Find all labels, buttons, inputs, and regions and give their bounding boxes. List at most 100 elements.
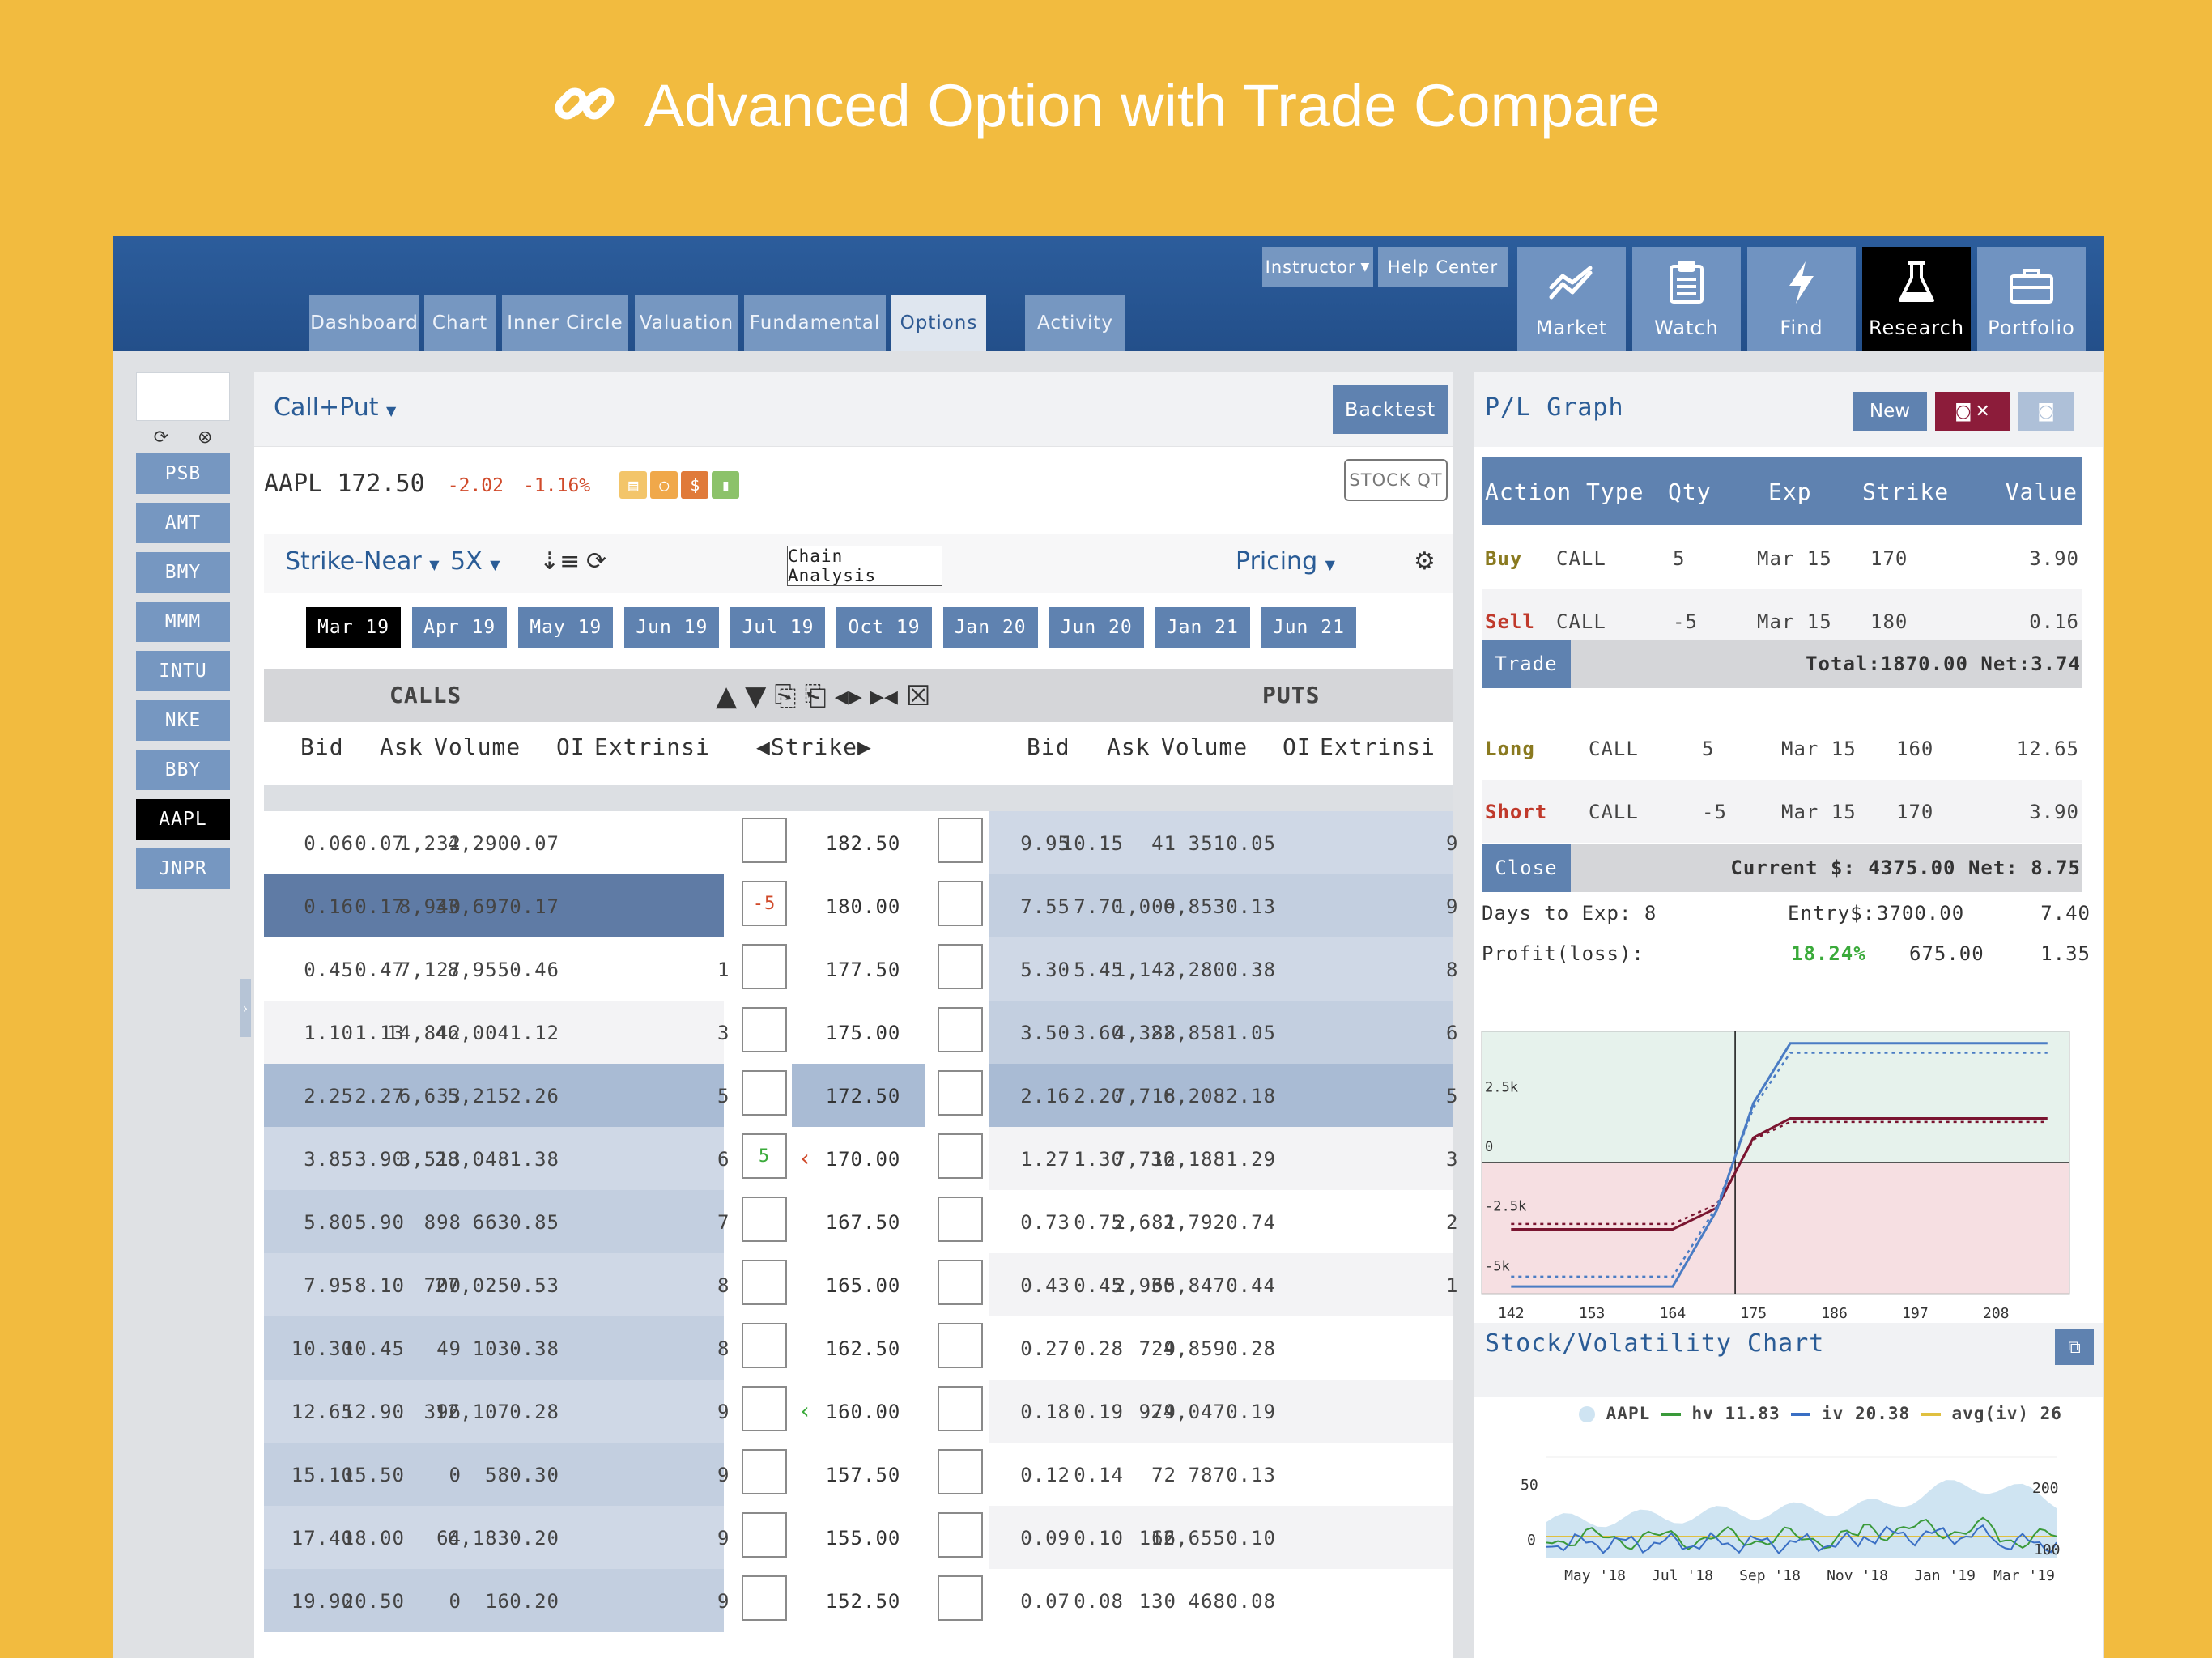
- put-select-checkbox[interactable]: [938, 1197, 983, 1242]
- call-extrinsic-header[interactable]: Extrinsi: [594, 733, 710, 760]
- put-volume[interactable]: 1,143: [1113, 959, 1176, 981]
- call-ask[interactable]: 0.17: [355, 895, 405, 918]
- put-select-checkbox[interactable]: [938, 1007, 983, 1052]
- put-oi[interactable]: 24,047: [1151, 1401, 1226, 1423]
- bar-chart-icon[interactable]: ▮: [712, 470, 740, 499]
- call-extrinsic[interactable]: 2.26: [509, 1085, 559, 1107]
- call-volume-header[interactable]: Volume: [434, 733, 521, 760]
- expiration-tab[interactable]: Jun 20: [1049, 607, 1144, 648]
- close-circle-icon[interactable]: ⊗: [198, 427, 213, 448]
- put-volume[interactable]: 41: [1151, 832, 1176, 855]
- put-volume[interactable]: 166: [1138, 1527, 1176, 1550]
- option-row[interactable]: 10.30 10.45 49 103 0.38 8 0.27 0.28 729 4,859 0.28…: [264, 1316, 1453, 1380]
- refresh-icon[interactable]: ⟳: [153, 427, 168, 448]
- put-ask[interactable]: 5.45: [1074, 959, 1124, 981]
- put-bid[interactable]: 0.09: [1020, 1527, 1070, 1550]
- put-ask[interactable]: 3.60: [1074, 1022, 1124, 1044]
- put-oi[interactable]: 36,188: [1151, 1148, 1226, 1171]
- call-extrinsic[interactable]: 1.12: [509, 1022, 559, 1044]
- put-ask[interactable]: 0.19: [1074, 1401, 1124, 1423]
- new-trade-button[interactable]: New: [1853, 392, 1927, 431]
- put-volume[interactable]: 7,712: [1113, 1148, 1176, 1171]
- put-extrinsic[interactable]: 0.28: [1226, 1337, 1276, 1360]
- expiration-tab[interactable]: May 19: [518, 607, 614, 648]
- call-ask[interactable]: 0.07: [355, 832, 405, 855]
- call-ask[interactable]: 18.00: [342, 1527, 405, 1550]
- put-ask[interactable]: 0.28: [1074, 1337, 1124, 1360]
- symbol-intu[interactable]: INTU: [136, 651, 230, 691]
- call-ask[interactable]: 8.10: [355, 1274, 405, 1297]
- put-ask[interactable]: 0.75: [1074, 1211, 1124, 1234]
- call-ask[interactable]: 12.90: [342, 1401, 405, 1423]
- call-select-checkbox[interactable]: [742, 1386, 787, 1431]
- put-bid[interactable]: 0.43: [1020, 1274, 1070, 1297]
- call-extrinsic[interactable]: 0.20: [509, 1590, 559, 1613]
- clear-snapshot-button[interactable]: ◙ ✕: [1935, 392, 2010, 431]
- call-bid[interactable]: 1.10: [304, 1022, 354, 1044]
- put-extrinsic[interactable]: 0.19: [1226, 1401, 1276, 1423]
- put-volume[interactable]: 979: [1138, 1401, 1176, 1423]
- put-oi[interactable]: 4,859: [1163, 1337, 1226, 1360]
- put-oi[interactable]: 6,853: [1163, 895, 1226, 918]
- chart-icon[interactable]: ▤: [619, 470, 648, 499]
- pl-leg-row[interactable]: Short CALL -5 Mar 15 170 3.90: [1482, 780, 2082, 843]
- call-volume[interactable]: 14,842: [386, 1022, 462, 1044]
- put-oi[interactable]: 2,792: [1163, 1211, 1226, 1234]
- call-volume[interactable]: 64: [436, 1527, 462, 1550]
- pricing-dropdown[interactable]: Pricing ▼: [1236, 547, 1335, 576]
- call-volume[interactable]: 7,127: [398, 959, 462, 981]
- put-volume[interactable]: 729: [1138, 1337, 1176, 1360]
- put-oi[interactable]: 30,847: [1151, 1274, 1226, 1297]
- expiration-tab[interactable]: Jun 19: [624, 607, 720, 648]
- call-oi[interactable]: 663: [472, 1211, 510, 1234]
- multiplier-dropdown[interactable]: 5X ▼: [450, 547, 500, 576]
- call-volume[interactable]: 8,940: [398, 895, 462, 918]
- put-volume[interactable]: 7,718: [1113, 1085, 1176, 1107]
- close-box-icon[interactable]: ☒: [906, 680, 931, 712]
- strike-header[interactable]: ◀Strike▶: [756, 733, 872, 760]
- put-ask[interactable]: 2.20: [1074, 1085, 1124, 1107]
- put-bid[interactable]: 9.95: [1020, 832, 1070, 855]
- put-extrinsic[interactable]: 0.10: [1226, 1527, 1276, 1550]
- call-oi-header[interactable]: OI: [556, 733, 585, 760]
- put-ask[interactable]: 0.45: [1074, 1274, 1124, 1297]
- put-bid[interactable]: 0.18: [1020, 1401, 1070, 1423]
- call-volume[interactable]: 3,513: [398, 1148, 462, 1171]
- put-oi[interactable]: 351: [1188, 832, 1226, 855]
- call-volume[interactable]: 700: [423, 1274, 462, 1297]
- put-oi[interactable]: 468: [1188, 1590, 1226, 1613]
- put-ask[interactable]: 1.30: [1074, 1148, 1124, 1171]
- put-select-checkbox[interactable]: [938, 1512, 983, 1558]
- call-select-checkbox[interactable]: [742, 1070, 787, 1116]
- sort-icon[interactable]: ⇣≡: [539, 547, 581, 576]
- call-extrinsic[interactable]: 0.07: [509, 832, 559, 855]
- put-bid[interactable]: 0.12: [1020, 1464, 1070, 1486]
- put-extrinsic[interactable]: 0.74: [1226, 1211, 1276, 1234]
- call-oi[interactable]: 58: [485, 1464, 510, 1486]
- call-volume[interactable]: 0: [449, 1464, 462, 1486]
- put-extrinsic[interactable]: 0.13: [1226, 1464, 1276, 1486]
- symbol-bby[interactable]: BBY: [136, 750, 230, 790]
- call-select-checkbox[interactable]: [742, 1323, 787, 1368]
- call-select-checkbox[interactable]: [742, 818, 787, 863]
- expiration-tab[interactable]: Oct 19: [836, 607, 932, 648]
- tab-dashboard[interactable]: Dashboard: [309, 295, 419, 351]
- nav-portfolio[interactable]: Portfolio: [1977, 247, 2086, 351]
- call-volume[interactable]: 6,633: [398, 1085, 462, 1107]
- call-oi[interactable]: 12,107: [435, 1401, 510, 1423]
- call-select-checkbox[interactable]: [742, 1449, 787, 1494]
- option-row[interactable]: 5.80 5.90 898 663 0.85 7 0.73 0.75 2,681 2,792 0.7…: [264, 1190, 1457, 1253]
- put-select-checkbox[interactable]: [938, 1575, 983, 1621]
- expiration-tab[interactable]: Apr 19: [412, 607, 508, 648]
- tab-activity[interactable]: Activity: [1025, 295, 1125, 351]
- put-volume[interactable]: 1,009: [1113, 895, 1176, 918]
- tab-fundamental[interactable]: Fundamental: [744, 295, 886, 351]
- put-select-checkbox[interactable]: [938, 944, 983, 989]
- option-row[interactable]: 0.16 0.17 8,940 33,697 0.17 7.55 7.70 1,009 6,85…: [264, 874, 1457, 937]
- call-ask[interactable]: 3.90: [355, 1148, 405, 1171]
- put-bid-header[interactable]: Bid: [1027, 733, 1070, 760]
- put-oi[interactable]: 787: [1188, 1464, 1226, 1486]
- put-ask[interactable]: 0.10: [1074, 1527, 1124, 1550]
- put-oi[interactable]: 12,655: [1151, 1527, 1226, 1550]
- call-oi[interactable]: 16: [485, 1590, 510, 1613]
